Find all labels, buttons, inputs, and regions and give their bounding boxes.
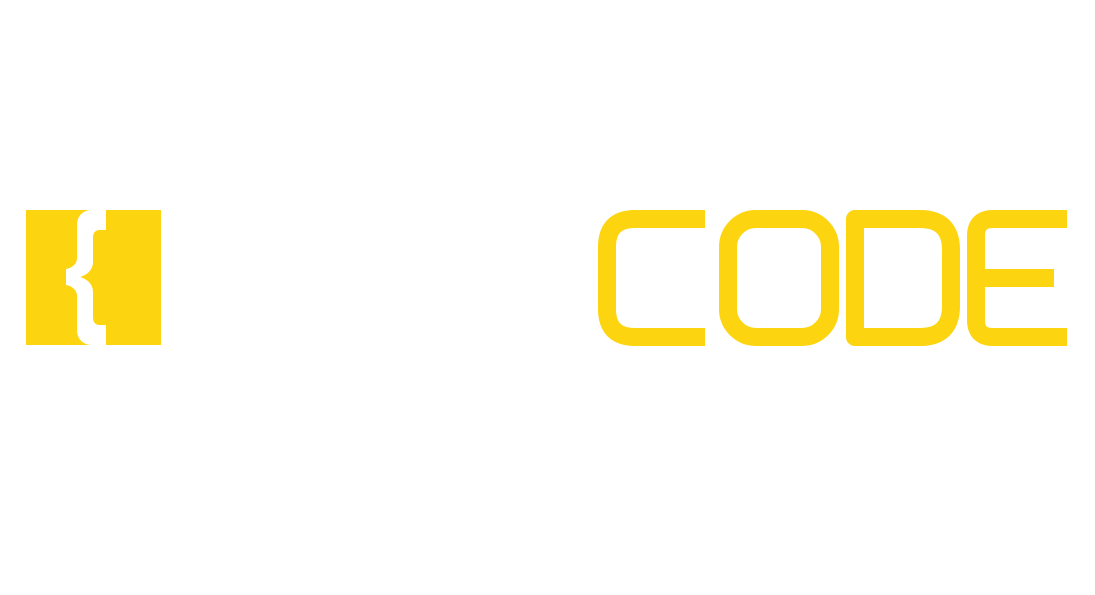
wordmark: CODE (598, 210, 1071, 346)
letter-d (846, 210, 960, 346)
brand-logo: CODE (26, 210, 1071, 346)
brace-shape (66, 210, 106, 345)
curly-brace-icon (26, 210, 161, 345)
letter-o (719, 210, 839, 346)
letter-c (598, 210, 705, 346)
